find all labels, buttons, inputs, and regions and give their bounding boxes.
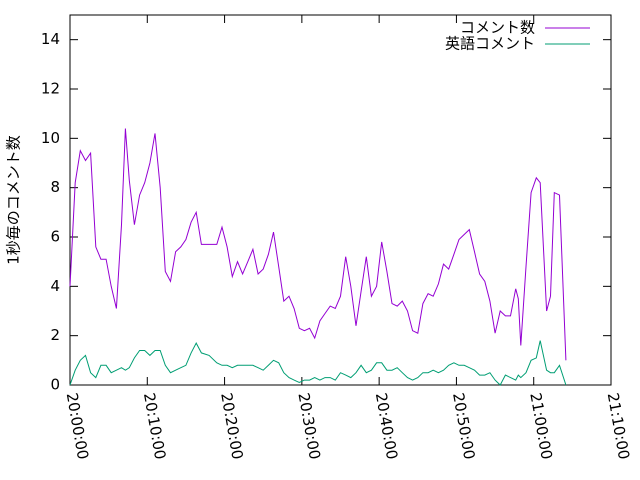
plot-frame	[69, 14, 612, 386]
x-tick-label: 20:30:00	[294, 391, 323, 460]
legend-label: 英語コメント	[445, 35, 535, 53]
y-tick-label: 14	[41, 30, 60, 48]
y-tick-label: 0	[50, 376, 60, 394]
x-tick-label: 20:40:00	[372, 391, 401, 460]
x-tick-label: 21:10:00	[604, 391, 633, 460]
data-line	[69, 128, 567, 361]
x-tick-label: 21:00:00	[526, 391, 555, 460]
y-tick-label: 4	[50, 277, 60, 295]
x-tick-label: 20:10:00	[140, 391, 169, 460]
y-tick-label: 8	[50, 178, 60, 196]
y-tick-label: 2	[50, 326, 60, 344]
x-tick-label: 20:20:00	[217, 391, 246, 460]
x-tick-label: 20:50:00	[449, 391, 478, 460]
y-tick-label: 12	[41, 80, 60, 98]
data-line	[69, 340, 567, 386]
legend-label: コメント数	[460, 19, 535, 37]
y-tick-label: 6	[50, 228, 60, 246]
y-axis-label: 1秒毎のコメント数	[5, 135, 23, 265]
y-tick-label: 10	[41, 129, 60, 147]
x-tick-label: 20:00:00	[63, 391, 92, 460]
